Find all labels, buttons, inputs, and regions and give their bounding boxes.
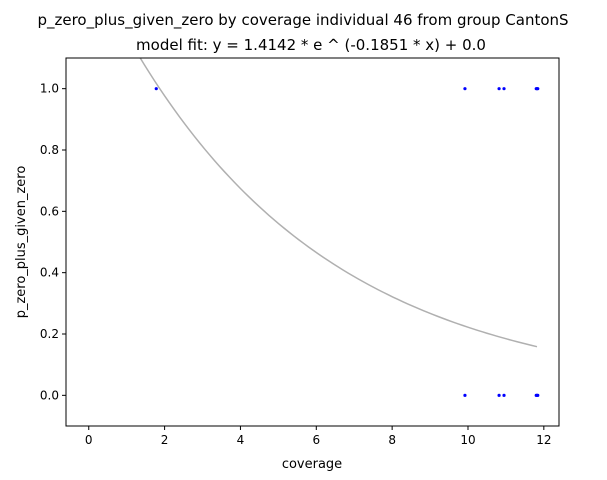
- fit-curve: [139, 58, 538, 348]
- y-tick-label: 0.4: [40, 266, 59, 280]
- plot-frame: [65, 57, 560, 427]
- data-point: [536, 87, 540, 91]
- data-point: [502, 87, 506, 91]
- y-tick-label: 1.0: [40, 82, 59, 96]
- data-point: [154, 87, 158, 91]
- chart-title: p_zero_plus_given_zero by coverage indiv…: [37, 11, 568, 30]
- fit-layer: [139, 58, 538, 348]
- x-axis: 0 2 4 6 8 10 12: [85, 426, 551, 447]
- x-axis-label: coverage: [282, 457, 342, 472]
- x-tick-label: 8: [388, 433, 396, 447]
- y-tick-label: 0.8: [40, 143, 59, 157]
- data-point: [502, 393, 506, 397]
- x-tick-label: 0: [85, 433, 93, 447]
- data-point: [497, 393, 501, 397]
- data-point: [463, 393, 467, 397]
- x-tick-label: 12: [536, 433, 551, 447]
- x-tick-label: 2: [161, 433, 169, 447]
- y-axis-label: p_zero_plus_given_zero: [14, 166, 29, 319]
- data-point: [463, 87, 467, 91]
- points-layer: [154, 87, 540, 397]
- data-point: [497, 87, 501, 91]
- y-tick-label: 0.6: [40, 204, 59, 218]
- y-tick-label: 0.0: [40, 388, 59, 402]
- x-tick-label: 4: [237, 433, 245, 447]
- y-axis: 0.0 0.2 0.4 0.6 0.8 1.0: [40, 82, 66, 402]
- data-point: [536, 393, 540, 397]
- x-tick-label: 6: [312, 433, 320, 447]
- chart-subtitle: model fit: y = 1.4142 * e ^ (-0.1851 * x…: [136, 36, 486, 54]
- plot-area: [65, 57, 560, 427]
- x-tick-label: 10: [460, 433, 475, 447]
- y-tick-label: 0.2: [40, 327, 59, 341]
